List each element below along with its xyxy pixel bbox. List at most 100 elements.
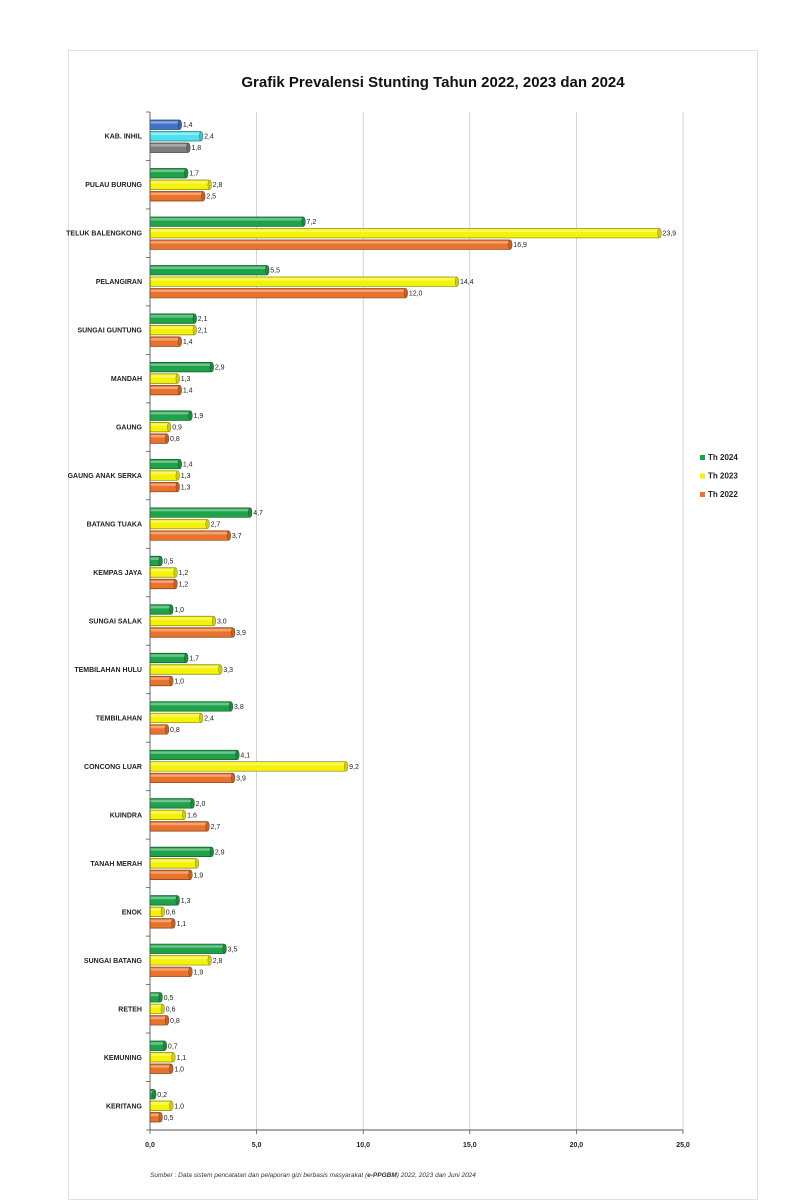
category-label: KUINDRA bbox=[110, 812, 142, 819]
category-label: ENOK bbox=[122, 909, 142, 916]
x-tick-label: 20,0 bbox=[570, 1142, 584, 1149]
bar-highlight bbox=[150, 628, 232, 632]
data-label: 0,5 bbox=[164, 559, 174, 566]
bar-cap bbox=[188, 966, 193, 977]
data-label: 3,5 bbox=[228, 946, 238, 953]
bar-highlight bbox=[150, 1005, 162, 1008]
bar-highlight bbox=[150, 132, 200, 136]
bar-cap bbox=[231, 627, 236, 638]
bar-cap bbox=[175, 895, 180, 906]
data-label: 1,4 bbox=[183, 462, 193, 469]
data-label: 1,7 bbox=[189, 171, 199, 178]
bar-highlight bbox=[150, 919, 172, 923]
bar-highlight bbox=[150, 665, 219, 669]
bar-cap bbox=[160, 906, 165, 917]
data-label: 1,3 bbox=[181, 485, 191, 492]
bar-cap bbox=[188, 869, 193, 880]
bar-cap bbox=[226, 530, 231, 541]
data-label: 1,1 bbox=[176, 921, 186, 928]
data-label: 2,7 bbox=[211, 522, 221, 529]
bar-cap bbox=[167, 422, 172, 433]
legend-label: Th 2023 bbox=[708, 472, 738, 481]
data-label: 1,9 bbox=[194, 413, 204, 420]
bar-highlight bbox=[150, 859, 196, 863]
data-label: 5,5 bbox=[270, 268, 280, 275]
data-label: 2,1 bbox=[198, 328, 208, 335]
bar-cap bbox=[231, 772, 236, 783]
data-label: 16,9 bbox=[513, 242, 527, 249]
legend-swatch bbox=[700, 455, 705, 460]
bar-highlight bbox=[150, 896, 177, 900]
bar-highlight bbox=[150, 278, 456, 281]
bar-highlight bbox=[150, 531, 228, 535]
bar-highlight bbox=[150, 144, 187, 147]
bar-highlight bbox=[150, 993, 160, 997]
category-label: TEMBILAHAN HULU bbox=[74, 667, 142, 674]
data-label: 0,8 bbox=[170, 727, 180, 734]
bar-highlight bbox=[150, 945, 224, 948]
source-suffix: ) 2022, 2023 dan Juni 2024 bbox=[396, 1172, 476, 1179]
data-label: 0,8 bbox=[170, 1018, 180, 1025]
bar-cap bbox=[201, 191, 206, 202]
bar-highlight bbox=[150, 460, 179, 463]
data-label: 0,2 bbox=[157, 1092, 167, 1099]
bar-cap bbox=[228, 701, 234, 712]
data-label: 2,8 bbox=[213, 958, 223, 965]
bar-highlight bbox=[150, 192, 202, 196]
data-label: 1,3 bbox=[181, 376, 191, 383]
bar-highlight bbox=[150, 751, 236, 754]
bar-highlight bbox=[150, 822, 207, 826]
x-tick-label: 25,0 bbox=[676, 1142, 690, 1149]
data-label: 3,7 bbox=[232, 533, 242, 540]
data-label: 3,9 bbox=[236, 775, 246, 782]
bar-highlight bbox=[150, 472, 177, 475]
bar-highlight bbox=[150, 799, 192, 803]
bar-highlight bbox=[150, 968, 190, 971]
bar-highlight bbox=[150, 169, 185, 173]
bar-highlight bbox=[150, 508, 249, 512]
bar-cap bbox=[218, 664, 223, 675]
bar-cap bbox=[207, 179, 212, 190]
bar-cap bbox=[171, 1052, 176, 1063]
bar-cap bbox=[177, 459, 182, 470]
data-label: 0,5 bbox=[164, 995, 174, 1002]
data-label: 2,1 bbox=[198, 316, 208, 323]
bar-cap bbox=[192, 313, 197, 324]
data-label: 0,9 bbox=[172, 425, 182, 432]
bar-cap bbox=[171, 918, 176, 929]
bar-highlight bbox=[150, 908, 162, 911]
legend-swatch bbox=[700, 473, 705, 479]
data-label: 2,8 bbox=[213, 182, 223, 189]
data-label: 1,9 bbox=[194, 969, 204, 976]
data-label: 0,6 bbox=[166, 909, 176, 916]
data-label: 1,8 bbox=[191, 145, 201, 152]
bar-highlight bbox=[150, 386, 179, 389]
bar-highlight bbox=[150, 412, 190, 415]
data-label: 23,9 bbox=[663, 231, 677, 238]
category-label: GAUNG ANAK SERKA bbox=[68, 473, 142, 480]
bar-cap bbox=[209, 362, 214, 373]
category-label: KERITANG bbox=[106, 1103, 143, 1110]
x-tick-label: 5,0 bbox=[252, 1142, 262, 1149]
source-note: Sumber : Data sistem pencatatan dan pela… bbox=[150, 1172, 750, 1179]
bar-highlight bbox=[150, 848, 211, 851]
category-labels: KAB. INHIL PULAU BURUNG TELUK BALENGKONG PE… bbox=[66, 134, 143, 1111]
data-label: 3,8 bbox=[234, 704, 244, 711]
data-label: 1,3 bbox=[181, 898, 191, 905]
data-label: 1,6 bbox=[187, 812, 197, 819]
bar-cap bbox=[152, 1089, 157, 1100]
bar-highlight bbox=[150, 241, 509, 244]
category-label: PULAU BURUNG bbox=[85, 182, 142, 189]
bar-cap bbox=[207, 955, 212, 966]
data-label: 2,9 bbox=[215, 365, 225, 372]
bar-cap bbox=[403, 288, 408, 299]
bar-highlight bbox=[150, 435, 166, 438]
category-label: KEMUNING bbox=[104, 1055, 143, 1062]
category-label: TELUK BALENGKONG bbox=[66, 231, 142, 238]
bar-highlight bbox=[150, 605, 170, 609]
bar-cap bbox=[199, 712, 204, 723]
data-label: 0,8 bbox=[170, 436, 180, 443]
grid-lines bbox=[256, 112, 684, 1130]
bar-cap bbox=[169, 1100, 174, 1111]
bar-highlight bbox=[150, 289, 405, 293]
